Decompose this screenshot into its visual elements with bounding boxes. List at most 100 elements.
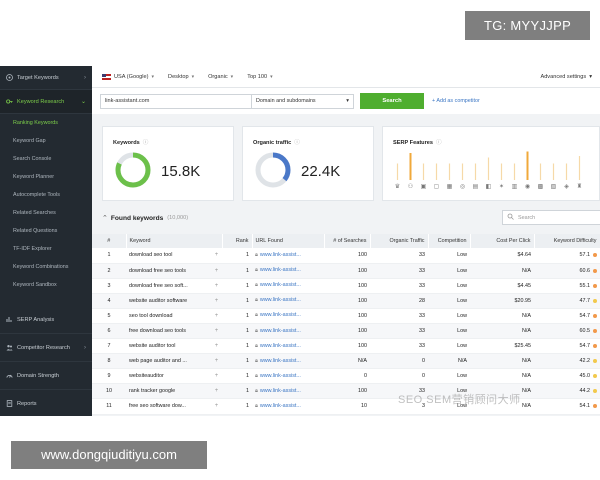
watermark-middle: SEO SEM营销顾问大师: [398, 394, 521, 406]
sidebar-group-domain-strength[interactable]: Domain Strength: [0, 362, 92, 390]
search-placeholder: Search: [518, 214, 536, 221]
add-keyword-icon[interactable]: +: [214, 267, 219, 274]
table-row[interactable]: 3 download free seo soft... +1 🔒︎ www.link-a…: [92, 278, 600, 294]
add-keyword-icon[interactable]: +: [214, 282, 219, 289]
sidebar-item-keyword-planner[interactable]: Keyword Planner: [13, 174, 55, 180]
add-competitor-link[interactable]: + Add as competitor: [432, 98, 480, 104]
sidebar-item-related-questions[interactable]: Related Questions: [13, 228, 58, 234]
column-header-rank[interactable]: Rank: [222, 234, 253, 248]
serp-feature-icon[interactable]: ✶: [498, 184, 505, 190]
sidebar-group-reports[interactable]: Reports: [0, 390, 92, 416]
url-cell[interactable]: 🔒︎ www.link-assist...: [252, 368, 324, 385]
url-cell[interactable]: 🔒︎ www.link-assist...: [252, 323, 324, 340]
keyword-difficulty-value: 45.0: [579, 373, 591, 380]
table-row[interactable]: 6 free download seo tools +1 🔒︎ www.link-ass…: [92, 323, 600, 340]
add-keyword-icon[interactable]: +: [214, 327, 219, 334]
sidebar-item-keyword-sandbox[interactable]: Keyword Sandbox: [13, 282, 57, 288]
found-keywords-header: ⌃ Found keywords (10,000) Search: [102, 207, 600, 229]
url-cell[interactable]: 🔒︎ www.link-assist...: [252, 263, 324, 279]
sidebar-item-tf-idf-explorer[interactable]: TF-IDF Explorer: [13, 246, 52, 252]
column-header-keyword-difficulty[interactable]: Keyword Difficulty: [534, 234, 600, 248]
scope-select[interactable]: Domain and subdomains ▾: [252, 93, 354, 109]
table-row[interactable]: 10 rank tracker google +1 🔒︎ www.link-assist…: [92, 383, 600, 400]
column-header-keyword[interactable]: Keyword: [126, 234, 223, 248]
searches-cell: 100: [324, 338, 370, 355]
sidebar-item-ranking-keywords[interactable]: Ranking Keywords: [13, 120, 58, 126]
sidebar-item-keyword-gap[interactable]: Keyword Gap: [13, 138, 46, 144]
sidebar-group-keyword-research[interactable]: Keyword Research ⌄: [0, 90, 92, 114]
url-cell[interactable]: 🔒︎ www.link-assist...: [252, 293, 324, 309]
serp-feature-icon[interactable]: ▤: [472, 184, 479, 190]
column-header-organic-traffic[interactable]: Organic Traffic: [370, 234, 429, 248]
sidebar-group-label: Keyword Research: [17, 98, 65, 105]
serp-feature-icon[interactable]: ▦: [446, 184, 453, 190]
add-keyword-icon[interactable]: +: [214, 252, 219, 258]
serp-feature-icon[interactable]: ▧: [550, 184, 557, 190]
add-keyword-icon[interactable]: +: [214, 388, 219, 395]
sidebar-item-search-console[interactable]: Search Console: [13, 156, 52, 162]
serp-feature-icon[interactable]: ⚇: [407, 184, 414, 190]
table-row[interactable]: 9 websiteauditor +1 🔒︎ www.link-assist... 0 0 L…: [92, 368, 600, 385]
sidebar-item-related-searches[interactable]: Related Searches: [13, 210, 56, 216]
url-cell[interactable]: 🔒︎ www.link-assist...: [252, 353, 324, 370]
found-keywords-title: Found keywords: [110, 214, 164, 222]
add-keyword-icon[interactable]: +: [214, 312, 219, 319]
serp-feature-icon[interactable]: ◎: [459, 184, 466, 190]
serp-feature-icon[interactable]: ◧: [485, 184, 492, 190]
domain-input[interactable]: [100, 93, 252, 109]
serp-feature-icon[interactable]: ♛: [394, 184, 401, 190]
keyword-difficulty-value: 57.1: [579, 252, 591, 259]
serp-feature-icon[interactable]: ▢: [433, 184, 440, 190]
serp-feature-icon[interactable]: ▣: [420, 184, 427, 190]
type-select[interactable]: Organic ▾: [208, 74, 233, 80]
table-row[interactable]: 2 download free seo tools +1 🔒︎ www.link-ass…: [92, 263, 600, 279]
keywords-value: 15.8K: [161, 163, 201, 180]
serp-feature-icon[interactable]: ♜: [576, 184, 583, 190]
keyword-difficulty-cell: 44.2: [534, 383, 600, 400]
table-row[interactable]: 11 free seo software dow... +1 🔒︎ www.link-a…: [92, 398, 600, 415]
url-cell[interactable]: 🔒︎ www.link-assist...: [252, 248, 324, 264]
table-row[interactable]: 1 download seo tool +1 🔒︎ www.link-assist...…: [92, 248, 600, 264]
table-row[interactable]: 8 web page auditor and ... +1 🔒︎ www.link-as…: [92, 353, 600, 370]
sidebar-group-competitor-research[interactable]: Competitor Research ›: [0, 334, 92, 362]
search-button[interactable]: Search: [360, 93, 424, 109]
column-header-number[interactable]: #: [92, 234, 127, 248]
url-cell[interactable]: 🔒︎ www.link-assist...: [252, 308, 324, 324]
collapse-icon[interactable]: ⌃: [102, 215, 108, 222]
column-header-cpc[interactable]: Cost Per Click: [470, 234, 535, 248]
table-search-input[interactable]: Search: [502, 210, 600, 225]
sidebar-item-keyword-combinations[interactable]: Keyword Combinations: [13, 264, 69, 270]
advanced-settings-button[interactable]: Advanced settings ▾: [540, 74, 592, 80]
add-keyword-icon[interactable]: +: [214, 403, 219, 410]
add-keyword-icon[interactable]: +: [214, 373, 219, 380]
url-cell[interactable]: 🔒︎ www.link-assist...: [252, 398, 324, 415]
table-row[interactable]: 5 seo tool download +1 🔒︎ www.link-assist...…: [92, 308, 600, 324]
table-row[interactable]: 4 website auditor software +1 🔒︎ www.link-as…: [92, 293, 600, 309]
lock-icon: 🔒︎: [255, 357, 258, 364]
competition-cell: Low: [428, 323, 470, 340]
country-select[interactable]: USA (Google) ▾: [102, 73, 154, 80]
donut-fill: [115, 152, 151, 188]
rank-cell: 1: [222, 398, 252, 415]
url-cell[interactable]: 🔒︎ www.link-assist...: [252, 338, 324, 355]
url-cell[interactable]: 🔒︎ www.link-assist...: [252, 278, 324, 294]
serp-feature-icon[interactable]: ◈: [564, 184, 569, 190]
serp-feature-icon[interactable]: ▩: [537, 184, 544, 190]
keyword-cell: free download seo tools +: [126, 323, 222, 340]
column-header-url[interactable]: URL Found: [252, 234, 325, 248]
device-select[interactable]: Desktop ▾: [168, 74, 194, 80]
url-cell[interactable]: 🔒︎ www.link-assist...: [252, 383, 324, 400]
sidebar-item-autocomplete-tools[interactable]: Autocomplete Tools: [13, 192, 60, 198]
column-header-competition[interactable]: Competition: [428, 234, 471, 248]
sidebar-group-serp-analysis[interactable]: SERP Analysis: [0, 306, 92, 334]
add-keyword-icon[interactable]: +: [214, 297, 219, 304]
sidebar-group-target-keywords[interactable]: Target Keywords ›: [0, 66, 92, 90]
column-header-searches[interactable]: # of Searches: [324, 234, 371, 248]
serp-feature-icon[interactable]: ▥: [511, 184, 518, 190]
top-select[interactable]: Top 100 ▾: [247, 74, 272, 80]
add-keyword-icon[interactable]: +: [214, 343, 219, 350]
serp-feature-icon[interactable]: ◉: [524, 184, 531, 190]
table-row[interactable]: 7 website auditor tool +1 🔒︎ www.link-assist…: [92, 338, 600, 355]
difficulty-dot-icon: [593, 253, 597, 258]
add-keyword-icon[interactable]: +: [214, 358, 219, 365]
